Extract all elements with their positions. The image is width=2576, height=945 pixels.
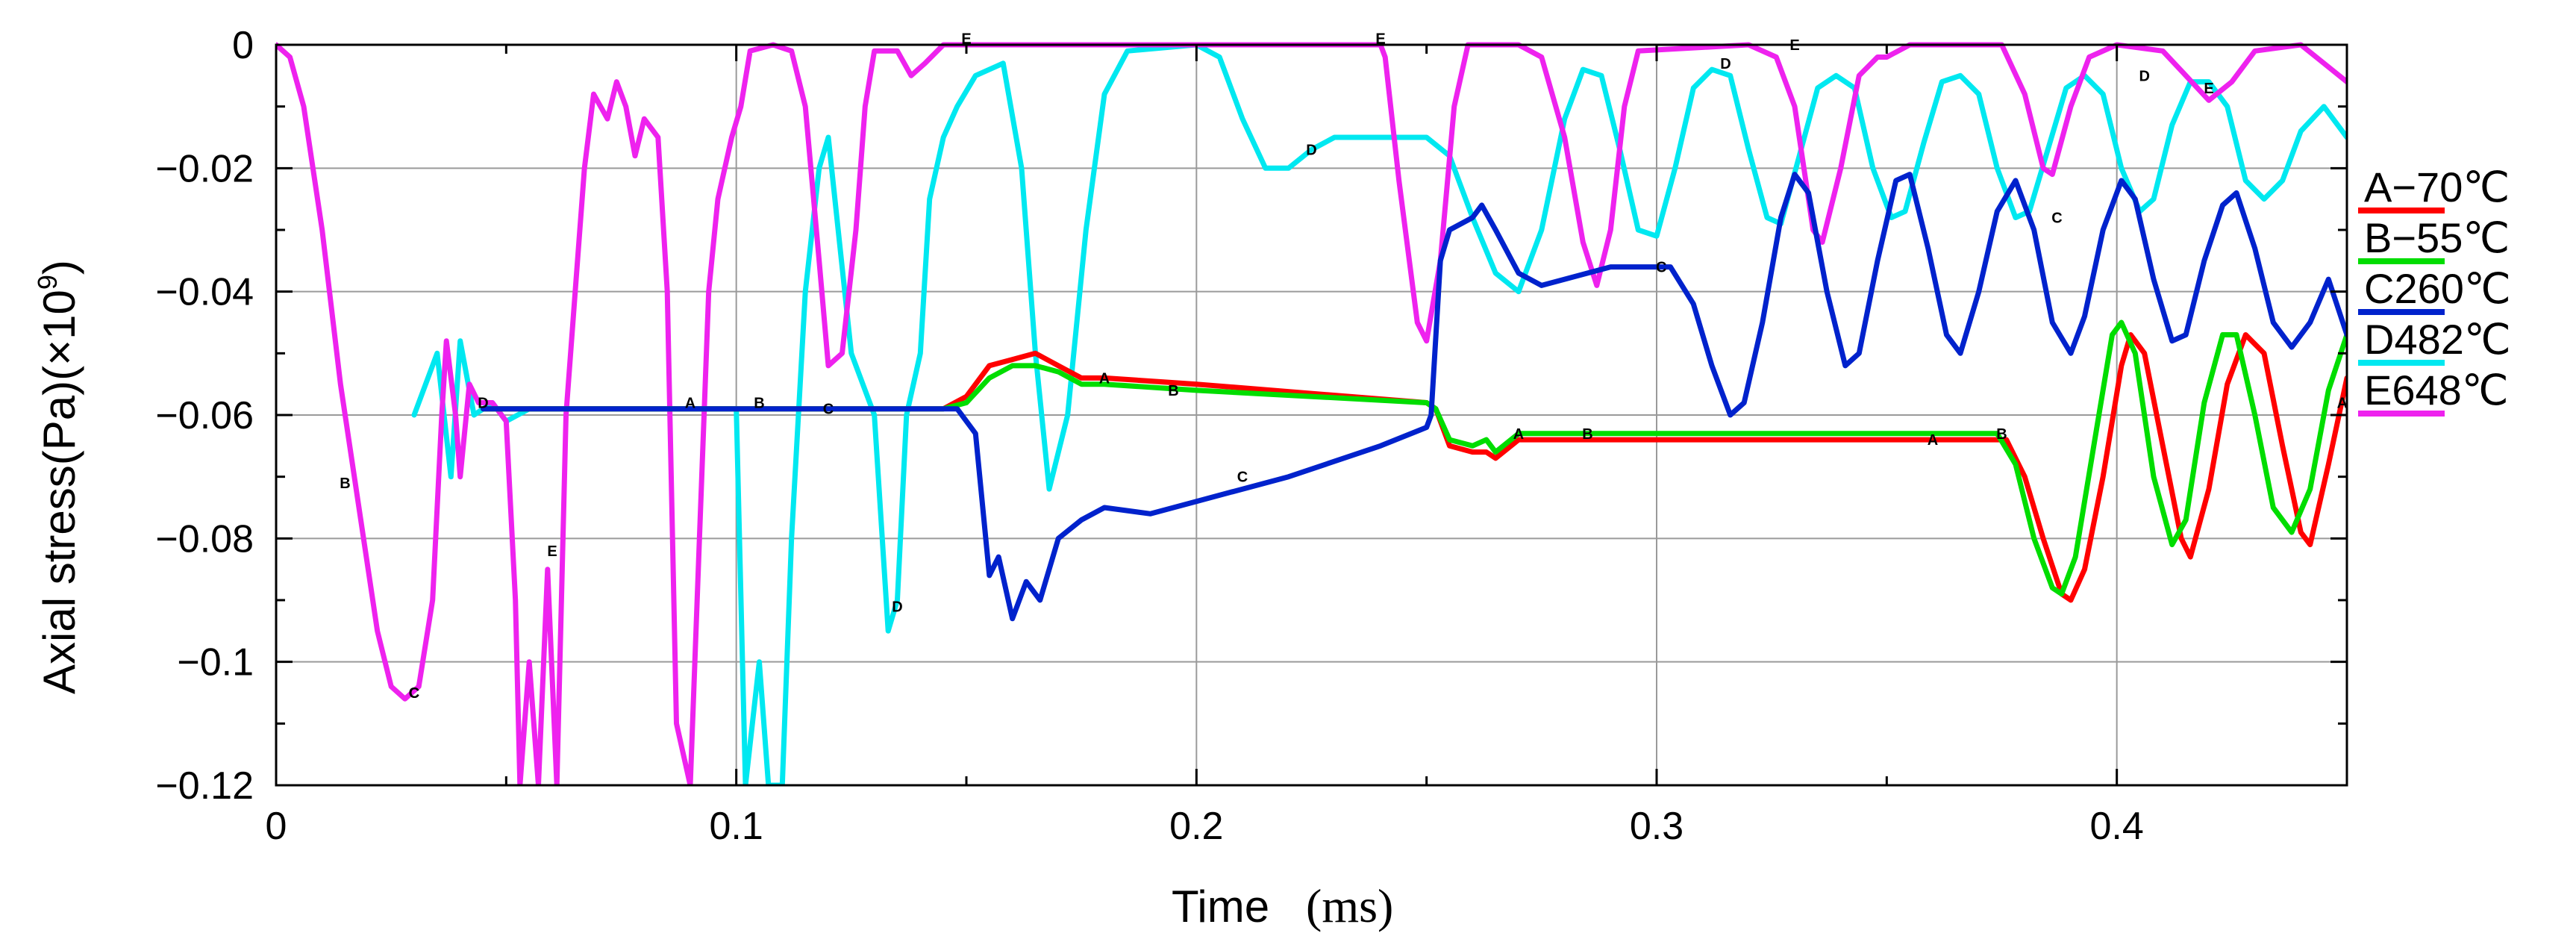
series-marker-d: D — [478, 395, 488, 411]
series-marker-d: D — [1720, 56, 1731, 72]
series-line-a — [481, 332, 2347, 603]
series-marker-d: D — [2139, 68, 2149, 84]
legend-label-d: D482℃ — [2364, 316, 2511, 363]
y-tick-label: −0.08 — [155, 517, 254, 561]
series-marker-b: B — [754, 395, 764, 411]
series-marker-e: E — [2204, 81, 2213, 97]
y-tick-label: 0 — [232, 24, 254, 67]
series-marker-d: D — [1306, 143, 1316, 159]
y-axis-multiplier-exponent: 9 — [32, 275, 63, 290]
series-marker-a: A — [2337, 395, 2348, 411]
series-marker-c: C — [409, 685, 419, 702]
y-tick-label: −0.1 — [177, 641, 254, 684]
series-marker-e: E — [1375, 31, 1385, 48]
axis-ticks — [275, 43, 2348, 787]
x-tick-label: 0.3 — [1630, 805, 1684, 848]
series-marker-c: C — [409, 685, 419, 702]
y-axis-multiplier: (×10 — [34, 290, 84, 381]
y-tick-label: −0.04 — [155, 271, 254, 314]
series-line-e — [276, 42, 2347, 785]
series-marker-e: E — [547, 543, 557, 560]
series-line-d — [411, 42, 2347, 785]
y-tick-label: −0.02 — [155, 147, 254, 190]
series-marker-d: D — [892, 599, 902, 615]
series-line-c — [481, 172, 2347, 622]
legend-label-a: A−70℃ — [2364, 163, 2510, 210]
series-marker-b: B — [1168, 383, 1178, 399]
series-marker-c: C — [1237, 470, 1248, 486]
series-marker-b: B — [340, 475, 350, 492]
legend-label-e: E648℃ — [2364, 367, 2509, 414]
series-marker-a: A — [685, 395, 695, 411]
x-tick-label: 0.4 — [2090, 805, 2144, 848]
x-tick-label: 0.1 — [710, 805, 763, 848]
series-marker-e: E — [961, 31, 971, 48]
x-axis-unit: (ms) — [1306, 879, 1393, 932]
y-axis-multiplier-close: ) — [34, 260, 84, 275]
legend-label-c: C260℃ — [2364, 265, 2511, 312]
y-tick-label: −0.12 — [155, 764, 254, 808]
x-axis-label: Time — [1172, 882, 1269, 932]
series-marker-c: C — [2051, 210, 2062, 226]
grid — [276, 45, 2347, 785]
series-layer — [276, 42, 2347, 785]
series-marker-b: B — [1996, 426, 2007, 443]
legend-label-b: B−55℃ — [2364, 214, 2510, 261]
series-marker-b: B — [1582, 426, 1592, 443]
series-marker-a: A — [1513, 426, 1524, 443]
x-tick-label: 0.2 — [1169, 805, 1223, 848]
y-tick-labels: 0 −0.02 −0.04 −0.06 −0.08 −0.1 −0.12 — [155, 24, 254, 808]
series-line-b — [481, 319, 2347, 597]
y-axis-label-group: Axial stress(Pa)(×109) — [32, 260, 84, 694]
y-tick-label: −0.06 — [155, 394, 254, 437]
x-tick-label: 0 — [266, 805, 287, 848]
y-axis-label: Axial stress(Pa)(×109) — [32, 260, 84, 694]
series-marker-a: A — [1099, 370, 1110, 387]
y-axis-label-text: Axial stress(Pa) — [34, 381, 84, 694]
series-marker-c: C — [1656, 260, 1666, 276]
x-tick-labels: 0 0.1 0.2 0.3 0.4 — [266, 805, 2144, 848]
series-marker-c: C — [823, 402, 834, 418]
series-marker-a: A — [1928, 432, 1938, 449]
